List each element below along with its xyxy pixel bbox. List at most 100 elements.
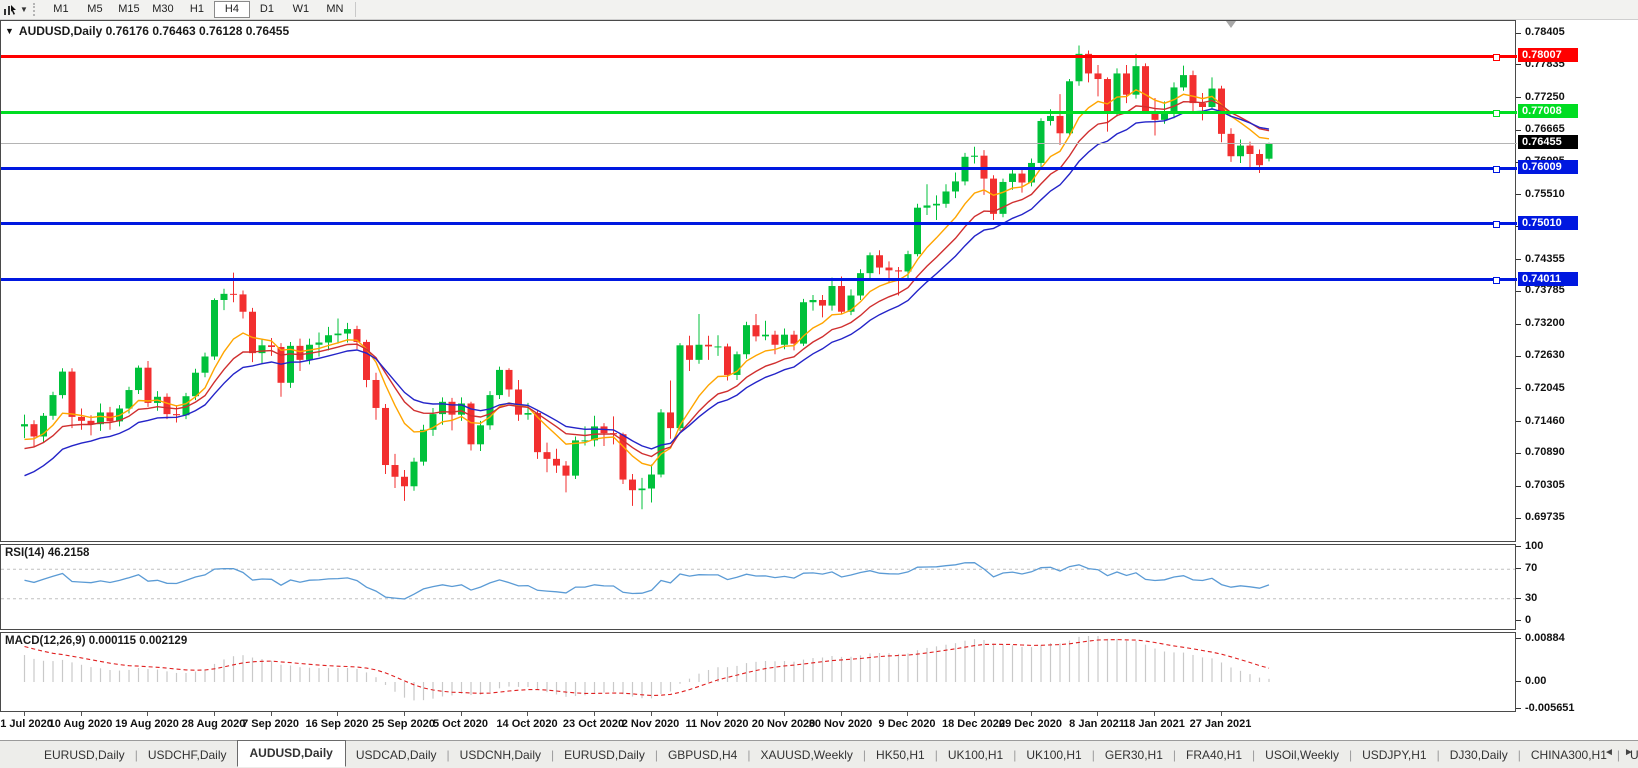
chart-tab-china300-h1[interactable]: CHINA300,H1 (1530, 747, 1607, 762)
chart-tab-gbpusd-h4[interactable]: GBPUSD,H4 (667, 747, 738, 762)
date-axis-label: 2 Nov 2020 (621, 718, 680, 730)
macd-axis-label: -0.005651 (1525, 702, 1575, 715)
price-axis-tick (1516, 421, 1521, 422)
macd-canvas[interactable] (1, 633, 1515, 711)
tab-scroll-right-icon[interactable]: ► (1624, 747, 1634, 758)
macd-panel[interactable]: MACD(12,26,9) 0.000115 0.002129 (0, 632, 1516, 712)
date-axis-tick (80, 712, 82, 716)
price-axis-tick-label: 0.70890 (1525, 446, 1565, 459)
price-axis-tick (1516, 32, 1521, 34)
timeframe-button-m15[interactable]: M15 (118, 3, 140, 15)
date-axis-label: 28 Aug 2020 (181, 718, 246, 730)
line-handle[interactable] (1493, 221, 1500, 229)
tab-separator: | (1252, 747, 1256, 762)
chart-tab-dj30-daily[interactable]: DJ30,Daily (1449, 747, 1508, 762)
tab-separator: | (1172, 747, 1177, 762)
chart-tab-usdcad-daily[interactable]: USDCAD,Daily (355, 747, 437, 762)
chart-title-text: AUDUSD,Daily 0.76176 0.76463 0.76128 0.7… (18, 24, 290, 38)
price-axis-tick-label: 0.75510 (1525, 187, 1565, 200)
chart-shift-marker[interactable] (1226, 21, 1236, 28)
date-axis-label: 27 Jan 2021 (1189, 718, 1252, 730)
chevron-down-icon[interactable]: ▼ (20, 5, 28, 14)
date-axis-label: 11 Nov 2020 (685, 718, 749, 730)
date-axis-tick (783, 712, 785, 716)
date-axis-label: 8 Jan 2021 (1069, 718, 1125, 730)
date-axis-tick (1030, 712, 1032, 716)
timeframe-button-mn[interactable]: MN (326, 3, 344, 15)
chart-tab-usdchf-daily[interactable]: USDCHF,Daily (147, 747, 227, 762)
timeframe-button-h4[interactable]: H4 (213, 1, 250, 18)
horizontal-line-0.76009[interactable] (1, 166, 1517, 170)
price-axis-tick (1516, 452, 1521, 454)
macd-axis-tick (1516, 681, 1521, 682)
timeframe-button-m5[interactable]: M5 (87, 3, 103, 15)
tab-separator: | (1517, 747, 1521, 762)
date-axis-tick (460, 712, 462, 716)
horizontal-line-0.75010[interactable] (1, 222, 1517, 226)
chart-title-dropdown-icon[interactable]: ▼ (5, 26, 14, 36)
tab-scroll-left-icon[interactable]: ◄ (1604, 747, 1614, 758)
chart-tab-uk100-h1[interactable]: UK100,H1 (1026, 747, 1082, 762)
tab-separator: | (747, 747, 751, 762)
date-axis[interactable]: 31 Jul 2020 10 Aug 2020 19 Aug 2020 28 Aug … (0, 712, 1516, 738)
price-axis-tick-label: 0.72630 (1525, 349, 1565, 362)
price-axis-tick (1516, 485, 1521, 487)
chart-tab-usoil-weekly[interactable]: USOil,Weekly (1265, 747, 1339, 762)
rsi-panel[interactable]: RSI(14) 46.2158 (0, 544, 1516, 630)
date-axis-label: 16 Sep 2020 (305, 718, 369, 730)
price-axis[interactable]: 0.784050.778350.772500.766650.760950.755… (1516, 20, 1638, 715)
chart-tab-us[interactable]: US (1630, 747, 1638, 762)
line-handle[interactable] (1493, 53, 1500, 61)
chart-tab-usdcnh-daily[interactable]: USDCNH,Daily (459, 747, 542, 762)
chart-cursor-icon[interactable] (0, 2, 20, 17)
line-price-label: 0.78007 (1518, 48, 1578, 63)
date-axis-label: 30 Nov 2020 (808, 718, 873, 730)
date-axis-tick (1097, 712, 1098, 716)
chart-tab-audusd-daily[interactable]: AUDUSD,Daily (236, 740, 346, 767)
chart-tab-uk100-h1[interactable]: UK100,H1 (947, 747, 1004, 762)
line-price-label: 0.74011 (1518, 271, 1578, 286)
chart-tab-hk50-h1[interactable]: HK50,H1 (876, 747, 925, 762)
timeframe-button-d1[interactable]: D1 (259, 3, 274, 15)
line-handle[interactable] (1493, 109, 1500, 117)
timeframe-button-m30[interactable]: M30 (152, 3, 174, 15)
timeframe-button-w1[interactable]: W1 (292, 3, 310, 15)
price-axis-tick (1516, 194, 1521, 196)
date-axis-tick (527, 712, 528, 716)
rsi-axis-tick (1516, 620, 1521, 621)
chart-tab-xauusd-weekly[interactable]: XAUUSD,Weekly (760, 747, 853, 762)
rsi-axis-label: 30 (1525, 591, 1538, 604)
price-axis-tick (1516, 129, 1521, 131)
horizontal-line-0.74011[interactable] (1, 278, 1517, 282)
chart-tab-ger30-h1[interactable]: GER30,H1 (1104, 747, 1163, 762)
line-handle[interactable] (1493, 277, 1500, 285)
date-axis-label: 20 Nov 2020 (751, 718, 816, 730)
macd-label: MACD(12,26,9) 0.000115 0.002129 (5, 635, 188, 647)
timeframe-button-m1[interactable]: M1 (53, 3, 69, 15)
price-axis-tick (1516, 259, 1521, 261)
rsi-canvas[interactable] (1, 545, 1515, 629)
price-chart-panel[interactable]: ▼ AUDUSD,Daily 0.76176 0.76463 0.76128 0… (0, 20, 1517, 542)
price-axis-tick-label: 0.78405 (1525, 26, 1565, 38)
rsi-label: RSI(14) 46.2158 (5, 547, 90, 559)
line-price-label: 0.76009 (1518, 160, 1578, 175)
chart-tab-eurusd-daily[interactable]: EURUSD,Daily (44, 747, 125, 762)
price-axis-tick (1516, 97, 1521, 99)
horizontal-line-0.77008[interactable] (1, 110, 1517, 114)
horizontal-line-0.78007[interactable] (1, 54, 1517, 58)
timeframe-button-h1[interactable]: H1 (189, 3, 204, 15)
date-axis-tick (717, 712, 718, 716)
tab-separator: | (1091, 747, 1095, 762)
toolbar-grip (32, 3, 40, 16)
price-axis-tick (1516, 323, 1521, 325)
line-handle[interactable] (1493, 165, 1500, 173)
date-axis-tick (270, 712, 272, 716)
chart-tab-usdjpy-h1[interactable]: USDJPY,H1 (1362, 747, 1427, 762)
chart-tab-eurusd-daily[interactable]: EURUSD,Daily (564, 747, 645, 762)
price-axis-tick-label: 0.69735 (1525, 511, 1565, 523)
date-axis-tick (1220, 712, 1222, 716)
rsi-axis-tick (1516, 568, 1521, 570)
chart-tab-fra40-h1[interactable]: FRA40,H1 (1186, 747, 1243, 762)
price-axis-tick-label: 0.73200 (1525, 317, 1565, 330)
date-axis-label: 18 Jan 2021 (1123, 718, 1185, 730)
